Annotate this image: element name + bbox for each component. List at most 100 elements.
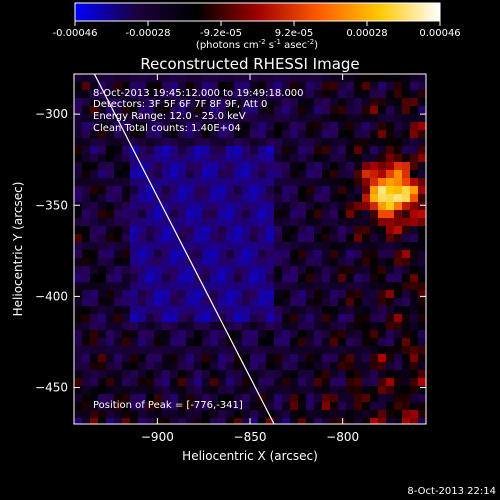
heatmap-pixel (146, 242, 154, 250)
heatmap-pixel (170, 346, 178, 354)
x-tick-label: −850 (234, 430, 267, 444)
heatmap-pixel (394, 242, 402, 250)
heatmap-pixel (106, 122, 114, 130)
heatmap-pixel (218, 130, 226, 138)
heatmap-pixel (370, 274, 378, 282)
heatmap-pixel (274, 282, 282, 290)
heatmap-pixel (258, 402, 266, 410)
heatmap-pixel (258, 274, 266, 282)
heatmap-pixel (258, 90, 266, 98)
heatmap-pixel (202, 146, 210, 154)
heatmap-pixel (258, 322, 266, 330)
heatmap-pixel (386, 74, 394, 82)
heatmap-pixel (402, 202, 410, 210)
heatmap-pixel (274, 98, 282, 106)
heatmap-pixel (162, 290, 170, 298)
heatmap-pixel (122, 82, 130, 90)
heatmap-pixel (226, 130, 234, 138)
heatmap-pixel (178, 338, 186, 346)
heatmap-pixel (290, 282, 298, 290)
heatmap-pixel (178, 210, 186, 218)
heatmap-pixel (346, 258, 354, 266)
heatmap-pixel (154, 74, 162, 82)
heatmap-pixel (266, 266, 274, 274)
heatmap-pixel (154, 234, 162, 242)
heatmap-pixel (394, 338, 402, 346)
heatmap-pixel (146, 226, 154, 234)
heatmap-pixel (242, 74, 250, 82)
heatmap-pixel (370, 354, 378, 362)
heatmap-pixel (218, 354, 226, 362)
heatmap-pixel (282, 178, 290, 186)
heatmap-pixel (162, 162, 170, 170)
heatmap-pixel (402, 322, 410, 330)
heatmap-pixel (210, 98, 218, 106)
heatmap-pixel (274, 162, 282, 170)
heatmap-pixel (282, 90, 290, 98)
heatmap-pixel (98, 330, 106, 338)
heatmap-pixel (202, 138, 210, 146)
heatmap-pixel (82, 234, 90, 242)
heatmap-pixel (90, 218, 98, 226)
heatmap-pixel (338, 82, 346, 90)
heatmap-pixel (402, 122, 410, 130)
heatmap-pixel (378, 394, 386, 402)
heatmap-pixel (194, 74, 202, 82)
heatmap-pixel (338, 106, 346, 114)
heatmap-pixel (322, 74, 330, 82)
heatmap-pixel (274, 234, 282, 242)
heatmap-pixel (274, 146, 282, 154)
heatmap-pixel (202, 82, 210, 90)
heatmap-pixel (282, 370, 290, 378)
heatmap-pixel (74, 106, 82, 114)
heatmap-pixel (346, 402, 354, 410)
heatmap-pixel (202, 266, 210, 274)
heatmap-pixel (266, 138, 274, 146)
heatmap-pixel (418, 338, 426, 346)
heatmap-pixel (362, 330, 370, 338)
heatmap-pixel (314, 178, 322, 186)
heatmap-pixel (114, 242, 122, 250)
heatmap-pixel (394, 146, 402, 154)
heatmap-pixel (314, 418, 322, 424)
heatmap-pixel (258, 154, 266, 162)
heatmap-pixel (370, 138, 378, 146)
heatmap-pixel (322, 370, 330, 378)
heatmap-pixel (242, 394, 250, 402)
heatmap-pixel (202, 106, 210, 114)
heatmap-pixel (282, 322, 290, 330)
heatmap-pixel (194, 162, 202, 170)
heatmap-pixel (194, 194, 202, 202)
heatmap-pixel (114, 250, 122, 258)
heatmap-pixel (370, 74, 378, 82)
heatmap-pixel (210, 178, 218, 186)
heatmap-pixel (170, 290, 178, 298)
heatmap-pixel (98, 146, 106, 154)
heatmap-pixel (410, 74, 418, 82)
heatmap-pixel (346, 386, 354, 394)
heatmap-pixel (90, 370, 98, 378)
heatmap-pixel (282, 346, 290, 354)
heatmap-pixel (98, 90, 106, 98)
heatmap-pixel (330, 338, 338, 346)
heatmap-pixel (386, 130, 394, 138)
heatmap-pixel (378, 130, 386, 138)
heatmap-pixel (138, 258, 146, 266)
heatmap-pixel (74, 242, 82, 250)
heatmap-pixel (338, 130, 346, 138)
heatmap-pixel (170, 90, 178, 98)
heatmap-pixel (250, 178, 258, 186)
heatmap-pixel (362, 338, 370, 346)
heatmap-pixel (290, 170, 298, 178)
heatmap-pixel (298, 130, 306, 138)
heatmap-pixel (194, 338, 202, 346)
heatmap-pixel (298, 338, 306, 346)
heatmap-pixel (162, 354, 170, 362)
heatmap-pixel (90, 418, 98, 424)
heatmap-pixel (186, 282, 194, 290)
heatmap-pixel (186, 106, 194, 114)
heatmap-pixel (234, 162, 242, 170)
heatmap-pixel (106, 106, 114, 114)
heatmap-pixel (202, 98, 210, 106)
heatmap-pixel (258, 370, 266, 378)
